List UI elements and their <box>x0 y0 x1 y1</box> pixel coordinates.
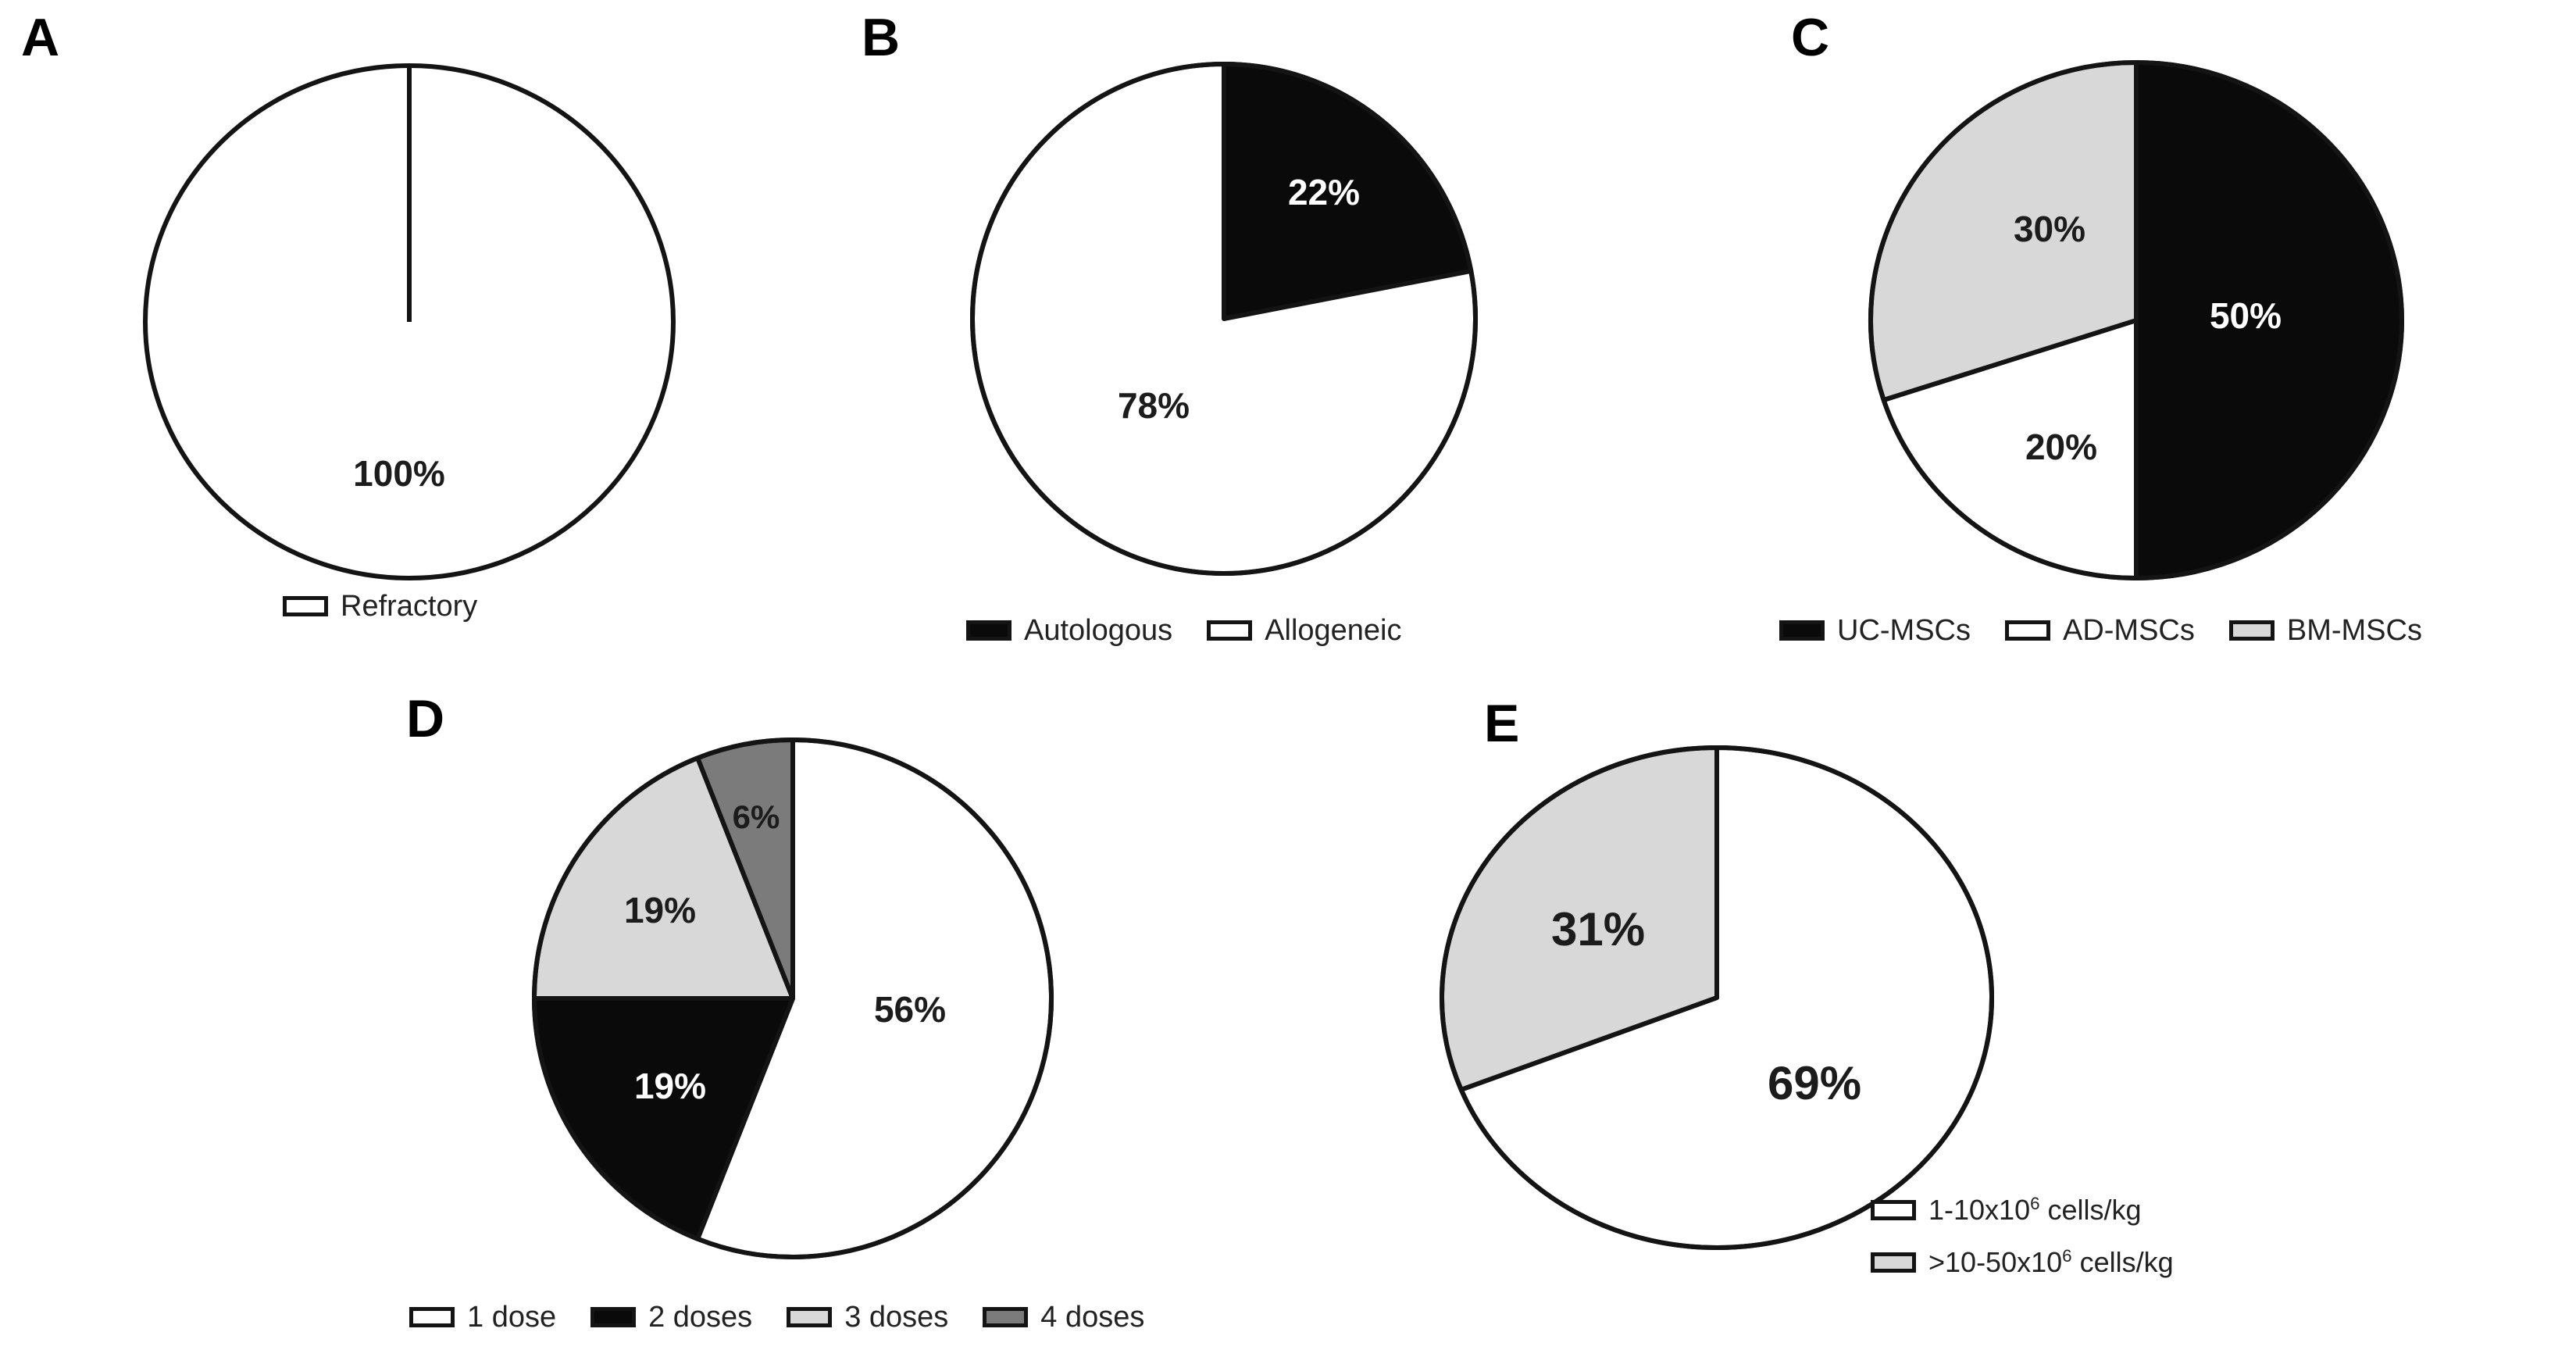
legend-swatch-uc-mscs <box>1779 620 1825 641</box>
panel-label-b: B <box>862 8 901 67</box>
legend-d: 1 dose 2 doses 3 doses 4 doses <box>409 1302 1144 1332</box>
pie-chart-b <box>970 62 1478 576</box>
legend-swatch-low-dose <box>1871 1200 1916 1220</box>
legend-item-1-dose: 1 dose <box>409 1302 556 1332</box>
panel-label-a: A <box>21 8 60 67</box>
legend-label-4-doses: 4 doses <box>1040 1301 1145 1334</box>
legend-label-2-doses: 2 doses <box>648 1301 753 1334</box>
slice-label-d-4-doses: 6% <box>732 798 780 835</box>
legend-item-autologous: Autologous <box>966 616 1172 645</box>
legend-item-refractory: Refractory <box>283 591 477 621</box>
slice-label-a-refractory: 100% <box>353 453 445 494</box>
legend-swatch-4-doses <box>983 1307 1029 1327</box>
legend-b: Autologous Allogeneic <box>966 616 1402 645</box>
legend-swatch-3-doses <box>787 1307 833 1327</box>
slice-label-c-ad-mscs: 20% <box>2025 427 2098 467</box>
legend-item-high-dose: >10-50x106 cells/kg <box>1871 1246 2174 1278</box>
legend-item-allogeneic: Allogeneic <box>1207 614 1402 647</box>
slice-label-c-bm-mscs: 30% <box>2013 209 2086 249</box>
legend-e-row-2: >10-50x106 cells/kg <box>1871 1246 2174 1278</box>
legend-label-1-dose: 1 dose <box>467 1301 557 1334</box>
legend-swatch-refractory <box>283 596 328 616</box>
legend-label-high-dose: >10-50x106 cells/kg <box>1928 1246 2174 1278</box>
legend-swatch-1-dose <box>409 1307 455 1327</box>
legend-label-low-dose: 1-10x106 cells/kg <box>1928 1194 2142 1226</box>
slice-label-b-autologous: 22% <box>1287 172 1361 212</box>
legend-item-uc-mscs: UC-MSCs <box>1779 616 1971 645</box>
legend-swatch-ad-mscs <box>2004 620 2050 641</box>
legend-label-allogeneic: Allogeneic <box>1265 614 1402 647</box>
legend-label-ad-mscs: AD-MSCs <box>2062 614 2195 647</box>
slice-label-e-low-dose: 69% <box>1767 1057 1862 1109</box>
pie-chart-a <box>143 63 676 580</box>
panel-label-d: D <box>406 689 445 748</box>
slice-label-d-3-doses: 19% <box>623 890 697 930</box>
pie-chart-d <box>532 738 1054 1259</box>
legend-item-low-dose: 1-10x106 cells/kg <box>1871 1194 2142 1226</box>
slice-label-d-2-doses: 19% <box>633 1066 707 1106</box>
legend-label-uc-mscs: UC-MSCs <box>1837 614 1971 647</box>
legend-label-autologous: Autologous <box>1024 614 1173 647</box>
slice-label-d-1-dose: 56% <box>873 989 947 1030</box>
panel-label-c: C <box>1791 8 1830 67</box>
legend-a: Refractory <box>283 591 477 621</box>
legend-swatch-allogeneic <box>1207 620 1253 641</box>
legend-c: UC-MSCs AD-MSCs BM-MSCs <box>1779 616 2422 645</box>
legend-swatch-autologous <box>966 620 1011 641</box>
legend-swatch-bm-mscs <box>2228 620 2275 641</box>
legend-item-2-doses: 2 doses <box>590 1302 752 1332</box>
slice-label-e-high-dose: 31% <box>1550 903 1646 955</box>
legend-swatch-2-doses <box>590 1307 637 1327</box>
legend-label-bm-mscs: BM-MSCs <box>2286 614 2422 647</box>
legend-item-ad-mscs: AD-MSCs <box>2004 614 2195 647</box>
slice-label-c-uc-mscs: 50% <box>2209 295 2282 336</box>
legend-label-refractory: Refractory <box>341 590 478 623</box>
slice-label-b-allogeneic: 78% <box>1117 385 1190 426</box>
legend-item-3-doses: 3 doses <box>787 1302 948 1332</box>
legend-item-bm-mscs: BM-MSCs <box>2228 614 2422 647</box>
pie-chart-e <box>1440 745 1994 1250</box>
legend-item-4-doses: 4 doses <box>983 1302 1144 1332</box>
legend-e-row-1: 1-10x106 cells/kg <box>1871 1194 2142 1226</box>
legend-swatch-high-dose <box>1871 1252 1916 1273</box>
legend-label-3-doses: 3 doses <box>844 1301 949 1334</box>
panel-label-e: E <box>1484 694 1520 753</box>
pie-chart-c <box>1868 60 2404 580</box>
